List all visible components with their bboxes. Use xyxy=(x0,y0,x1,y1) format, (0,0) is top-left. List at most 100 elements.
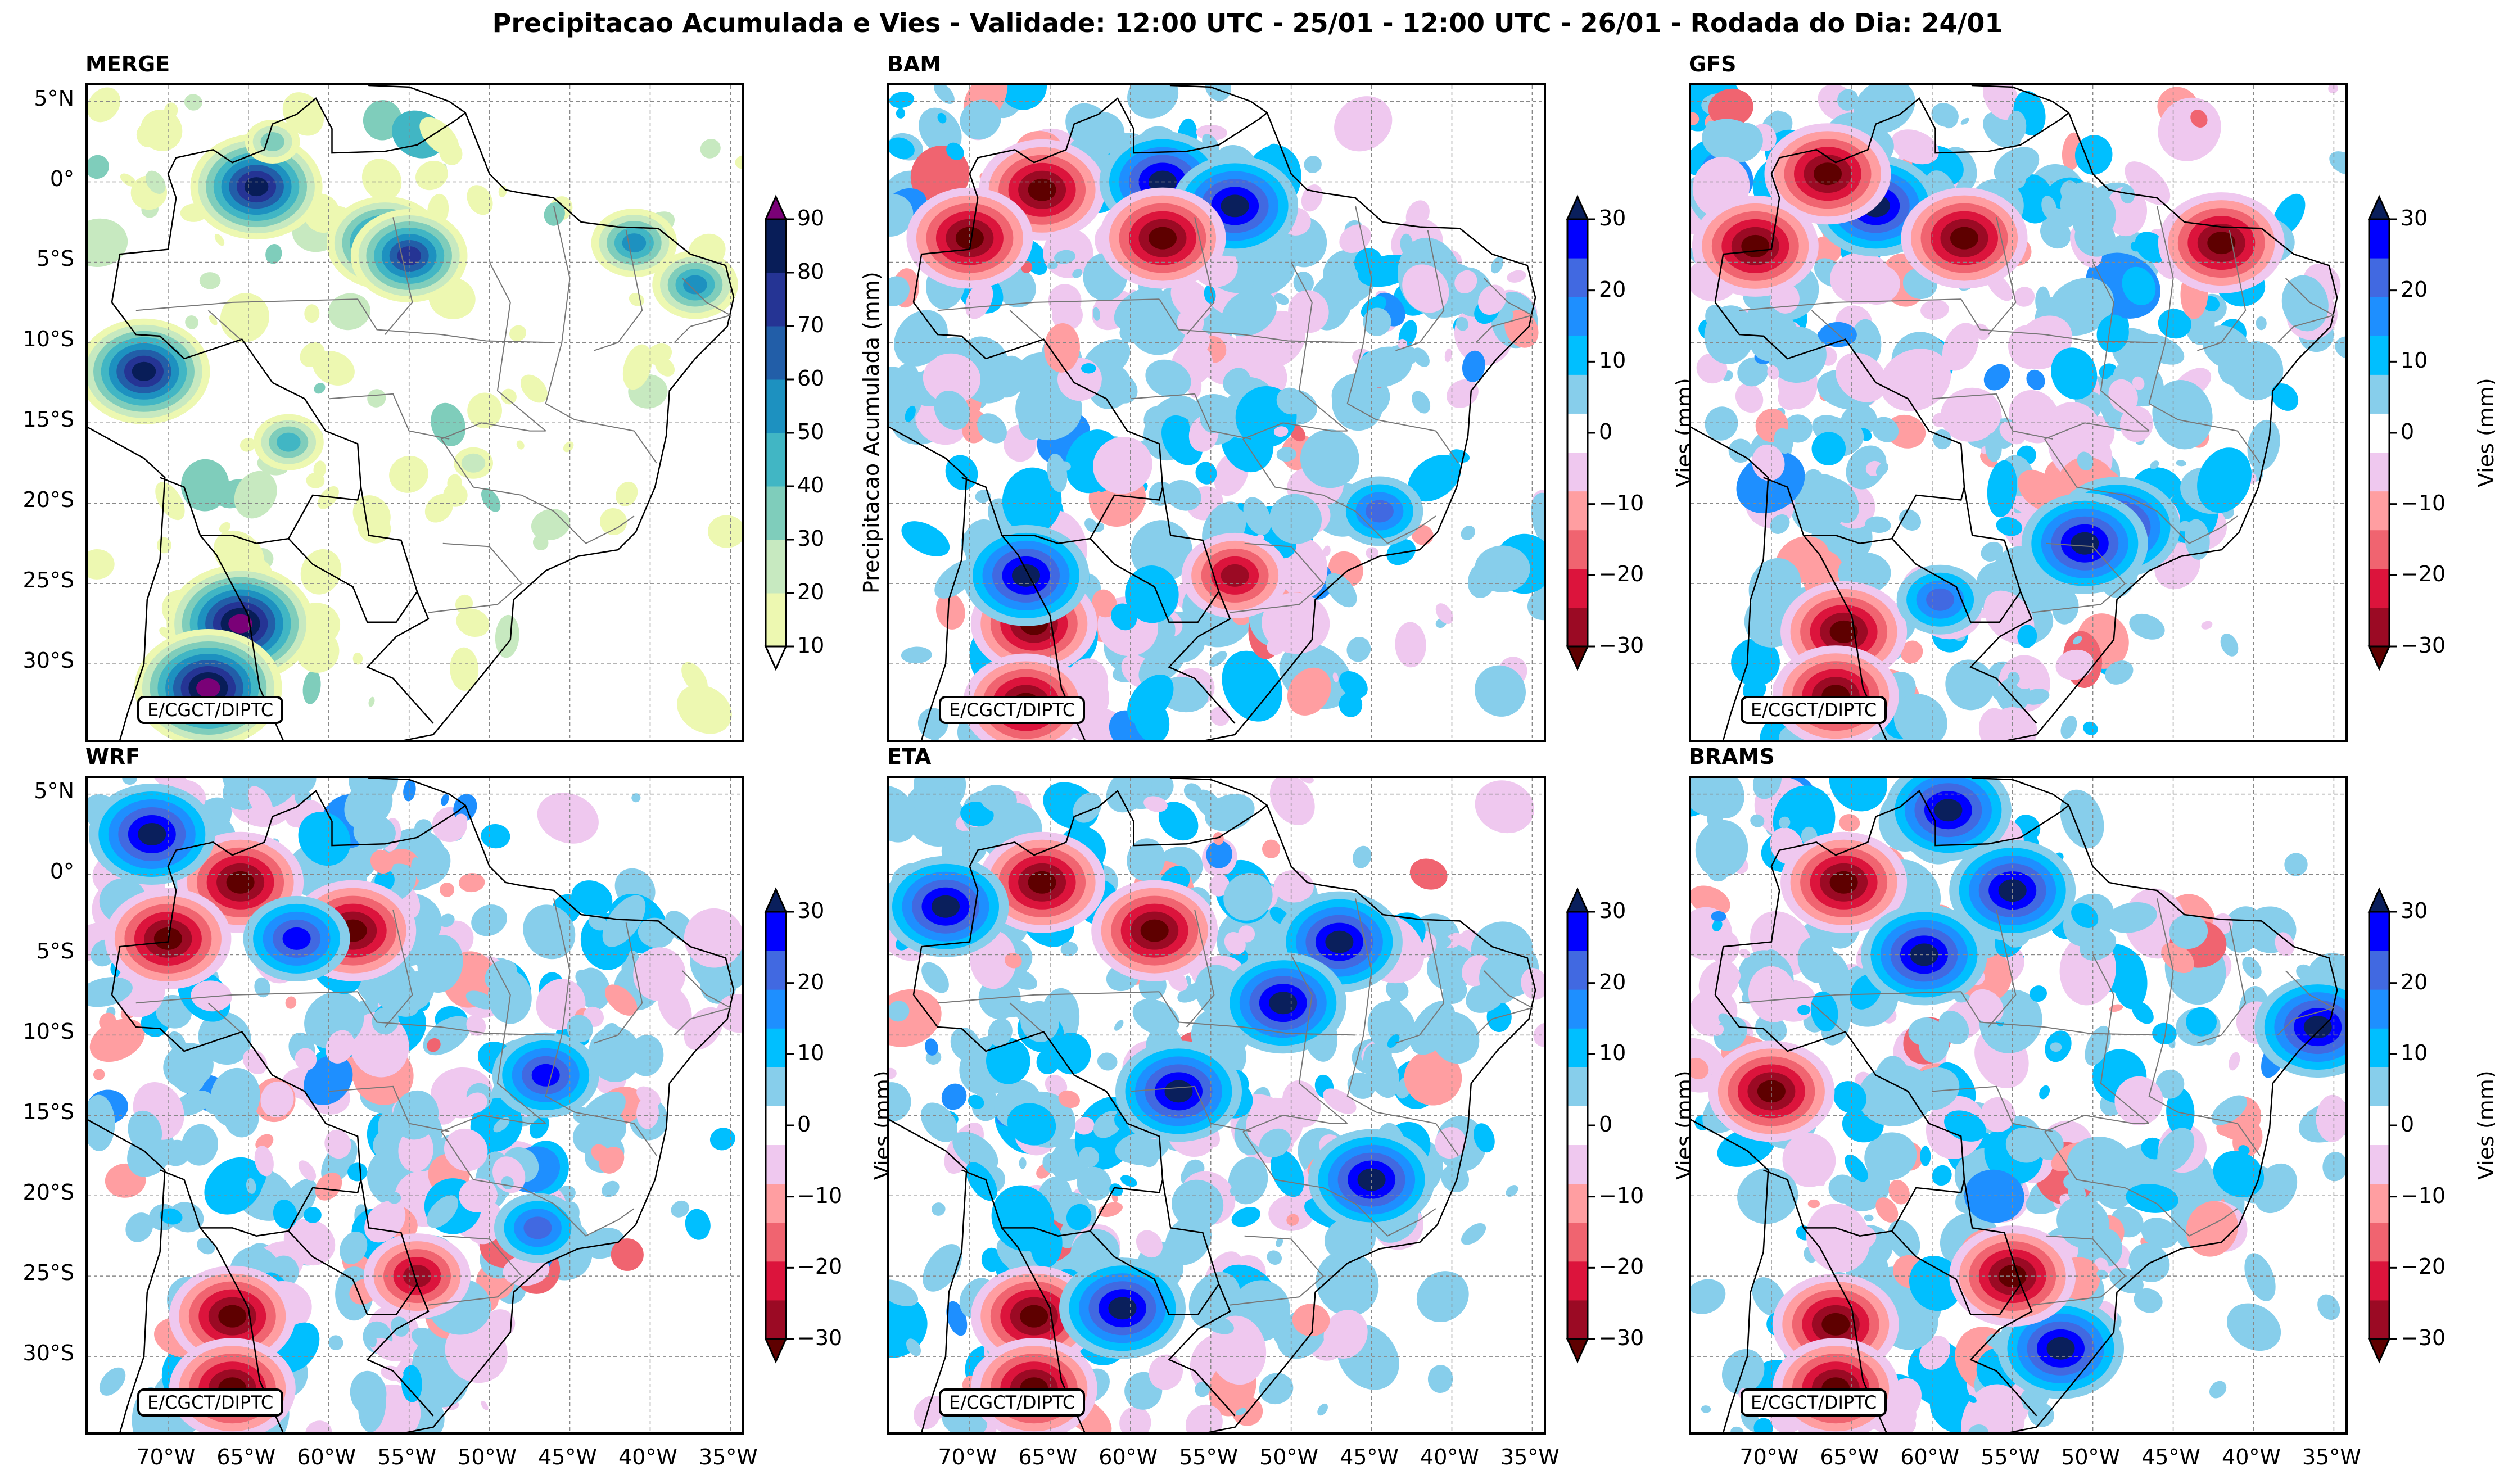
colorbar-extend-max xyxy=(1566,887,1589,913)
field-cell xyxy=(2158,97,2221,161)
field-cell xyxy=(1864,1132,1917,1180)
field-cell xyxy=(2126,1183,2178,1213)
field-cell xyxy=(1980,1097,2015,1133)
map-axes[interactable] xyxy=(85,83,744,742)
field-cell xyxy=(1724,967,1741,986)
field-cell xyxy=(2316,1094,2345,1142)
field-layer xyxy=(889,778,1544,1432)
state-border xyxy=(441,438,635,544)
field-cell xyxy=(1778,388,1801,410)
field-cell xyxy=(415,160,448,191)
field-cell xyxy=(709,1128,735,1151)
field-cell xyxy=(1462,350,1485,382)
field-cell xyxy=(889,785,917,843)
field-cell xyxy=(88,977,133,1007)
field-cell xyxy=(1115,1132,1163,1164)
colorbar-bin xyxy=(2369,1300,2389,1340)
field-cell xyxy=(1790,474,1848,535)
field-cell xyxy=(1325,573,1357,608)
field-cell xyxy=(2256,316,2267,331)
field-cell xyxy=(2213,1151,2265,1198)
field-cell xyxy=(1386,979,1409,1001)
field-cell xyxy=(1316,1250,1379,1316)
colorbar-extend-max xyxy=(1566,194,1589,220)
field-cell xyxy=(1968,989,2004,1023)
y-tick-label: 5°S xyxy=(36,246,74,272)
field-cell xyxy=(1806,1204,1870,1273)
field-cell xyxy=(516,440,525,450)
field-cell xyxy=(1127,85,1179,119)
y-tick-label: 30°S xyxy=(22,1341,74,1366)
field-cell xyxy=(340,1232,368,1264)
field-cell xyxy=(2152,1022,2177,1045)
map-axes[interactable] xyxy=(1689,83,2348,742)
field-cell xyxy=(1456,316,1469,331)
field-cell xyxy=(889,137,915,159)
field-cell xyxy=(1081,707,1120,740)
country-border xyxy=(1714,97,2069,303)
field-cell xyxy=(1127,838,1165,881)
colorbar-bin xyxy=(766,1261,786,1301)
field-cell xyxy=(1060,942,1078,957)
field-cell xyxy=(2060,716,2077,739)
state-border xyxy=(545,898,657,1156)
map-axes[interactable] xyxy=(887,83,1546,742)
field-cell xyxy=(387,1191,401,1204)
state-border xyxy=(674,278,733,343)
field-cell xyxy=(313,460,326,479)
field-cell xyxy=(986,1104,995,1119)
colorbar-bin xyxy=(1567,297,1588,336)
field-cell xyxy=(1387,1034,1400,1048)
field-cell xyxy=(1054,250,1076,264)
field-cell xyxy=(602,1180,620,1197)
field-cell xyxy=(901,646,932,664)
colorbar-bin xyxy=(2369,1028,2389,1067)
colorbar-tick-label: 30 xyxy=(797,526,825,551)
field-cell xyxy=(1961,1384,2025,1432)
colorbar-bin xyxy=(2369,568,2389,608)
map-axes[interactable] xyxy=(1689,776,2348,1435)
field-cell xyxy=(1051,1033,1091,1075)
state-border xyxy=(2044,1131,2238,1237)
colorbar-bin xyxy=(2369,258,2389,297)
field-cell xyxy=(444,1128,488,1171)
field-cell xyxy=(1223,872,1273,921)
field-cell xyxy=(979,785,1017,813)
field-cell xyxy=(1119,1406,1151,1432)
field-cell xyxy=(1768,110,1782,125)
field-cell xyxy=(2096,1269,2108,1279)
field-cell xyxy=(509,325,527,342)
x-tick-label: 45°W xyxy=(1340,1445,1399,1469)
field-cell xyxy=(1985,433,2002,462)
field-cell xyxy=(1384,345,1419,368)
feature-contour xyxy=(1757,1080,1786,1103)
field-cell xyxy=(1996,517,2023,536)
field-cell xyxy=(919,107,962,155)
field-cell xyxy=(2041,196,2057,219)
field-cell xyxy=(1909,1256,1963,1311)
map-axes[interactable] xyxy=(85,776,744,1435)
state-border xyxy=(1475,278,1534,343)
coastline xyxy=(88,85,735,740)
colorbar-bin xyxy=(2369,951,2389,990)
field-cell xyxy=(481,1401,489,1410)
map-axes[interactable] xyxy=(887,776,1546,1435)
colorbar-bin xyxy=(2369,297,2389,336)
state-border xyxy=(2148,206,2261,464)
field-cell xyxy=(1982,85,2019,120)
field-cell xyxy=(1260,251,1295,286)
field-cell xyxy=(456,813,468,824)
field-cell xyxy=(300,342,325,368)
feature-contour xyxy=(523,1216,552,1239)
feature-contour xyxy=(1108,1297,1137,1320)
field-cell xyxy=(1386,539,1416,565)
field-cell xyxy=(466,1015,486,1036)
state-border xyxy=(2197,230,2247,351)
field-cell xyxy=(896,108,906,119)
credit-label: E/CGCT/DIPTC xyxy=(137,696,284,724)
colorbar-extend-min xyxy=(764,1338,788,1364)
credit-label: E/CGCT/DIPTC xyxy=(1741,1388,1887,1417)
feature-contour xyxy=(1020,1305,1048,1328)
state-border xyxy=(135,298,358,311)
field-cell xyxy=(968,1094,984,1109)
